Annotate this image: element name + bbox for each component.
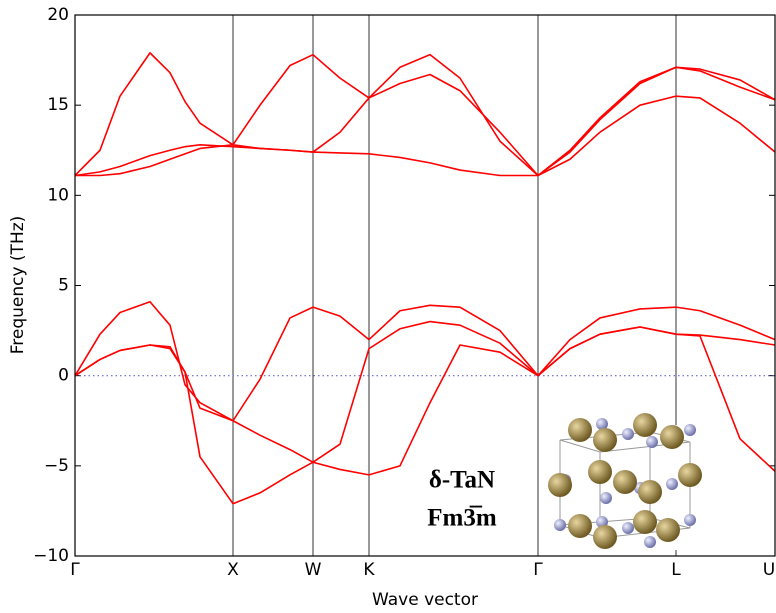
x-tick-label: L — [671, 560, 681, 580]
tantalum-atom — [678, 463, 702, 487]
y-tick-label: 0 — [58, 366, 69, 386]
series-line — [75, 67, 775, 175]
x-tick-label: Γ — [70, 560, 80, 580]
nitrogen-atom — [600, 492, 612, 504]
nitrogen-atom — [684, 424, 696, 436]
y-tick-label: 10 — [47, 185, 69, 205]
series-line — [75, 302, 775, 421]
tantalum-atom — [593, 428, 617, 452]
series-line — [75, 96, 775, 175]
tantalum-atom — [548, 473, 572, 497]
x-tick-label: X — [227, 560, 239, 580]
y-axis-label: Frequency (THz) — [8, 216, 28, 355]
annotation: δ-TaN — [429, 467, 495, 494]
tantalum-atom — [656, 518, 680, 542]
nitrogen-atom — [666, 478, 678, 490]
nitrogen-atom — [684, 514, 696, 526]
tantalum-atom — [588, 460, 612, 484]
tantalum-atom — [613, 470, 637, 494]
crystal-inset — [548, 413, 702, 550]
tantalum-atom — [633, 510, 657, 534]
tantalum-atom — [568, 514, 592, 538]
page: {"chart_data": { "type": "line", "xlabel… — [0, 0, 776, 613]
tantalum-atom — [638, 480, 662, 504]
tantalum-atom — [660, 425, 684, 449]
tantalum-atom — [593, 525, 617, 549]
y-tick-label: 5 — [58, 276, 69, 296]
tantalum-atom — [633, 413, 657, 437]
nitrogen-atom — [646, 436, 658, 448]
y-tick-label: −10 — [33, 546, 69, 566]
nitrogen-atom — [622, 522, 634, 534]
x-axis-label: Wave vector — [372, 590, 478, 610]
x-tick-label: W — [305, 560, 322, 580]
y-tick-label: 20 — [47, 5, 69, 25]
nitrogen-atom — [554, 519, 566, 531]
tantalum-atom — [568, 418, 592, 442]
x-tick-label: Γ — [533, 560, 543, 580]
y-tick-label: −5 — [44, 456, 69, 476]
annotation: Fm3̅m — [427, 505, 497, 532]
x-tick-label: K — [363, 560, 375, 580]
nitrogen-atom — [644, 536, 656, 548]
x-tick-label: U — [763, 560, 775, 580]
series-line — [75, 53, 775, 176]
y-tick-label: 15 — [47, 95, 69, 115]
chart: −10 −5 0 5 10 15 20 Γ X W K Γ L U δ-TaN Fm3̅m Wave ve… — [0, 0, 776, 613]
nitrogen-atom — [622, 428, 634, 440]
